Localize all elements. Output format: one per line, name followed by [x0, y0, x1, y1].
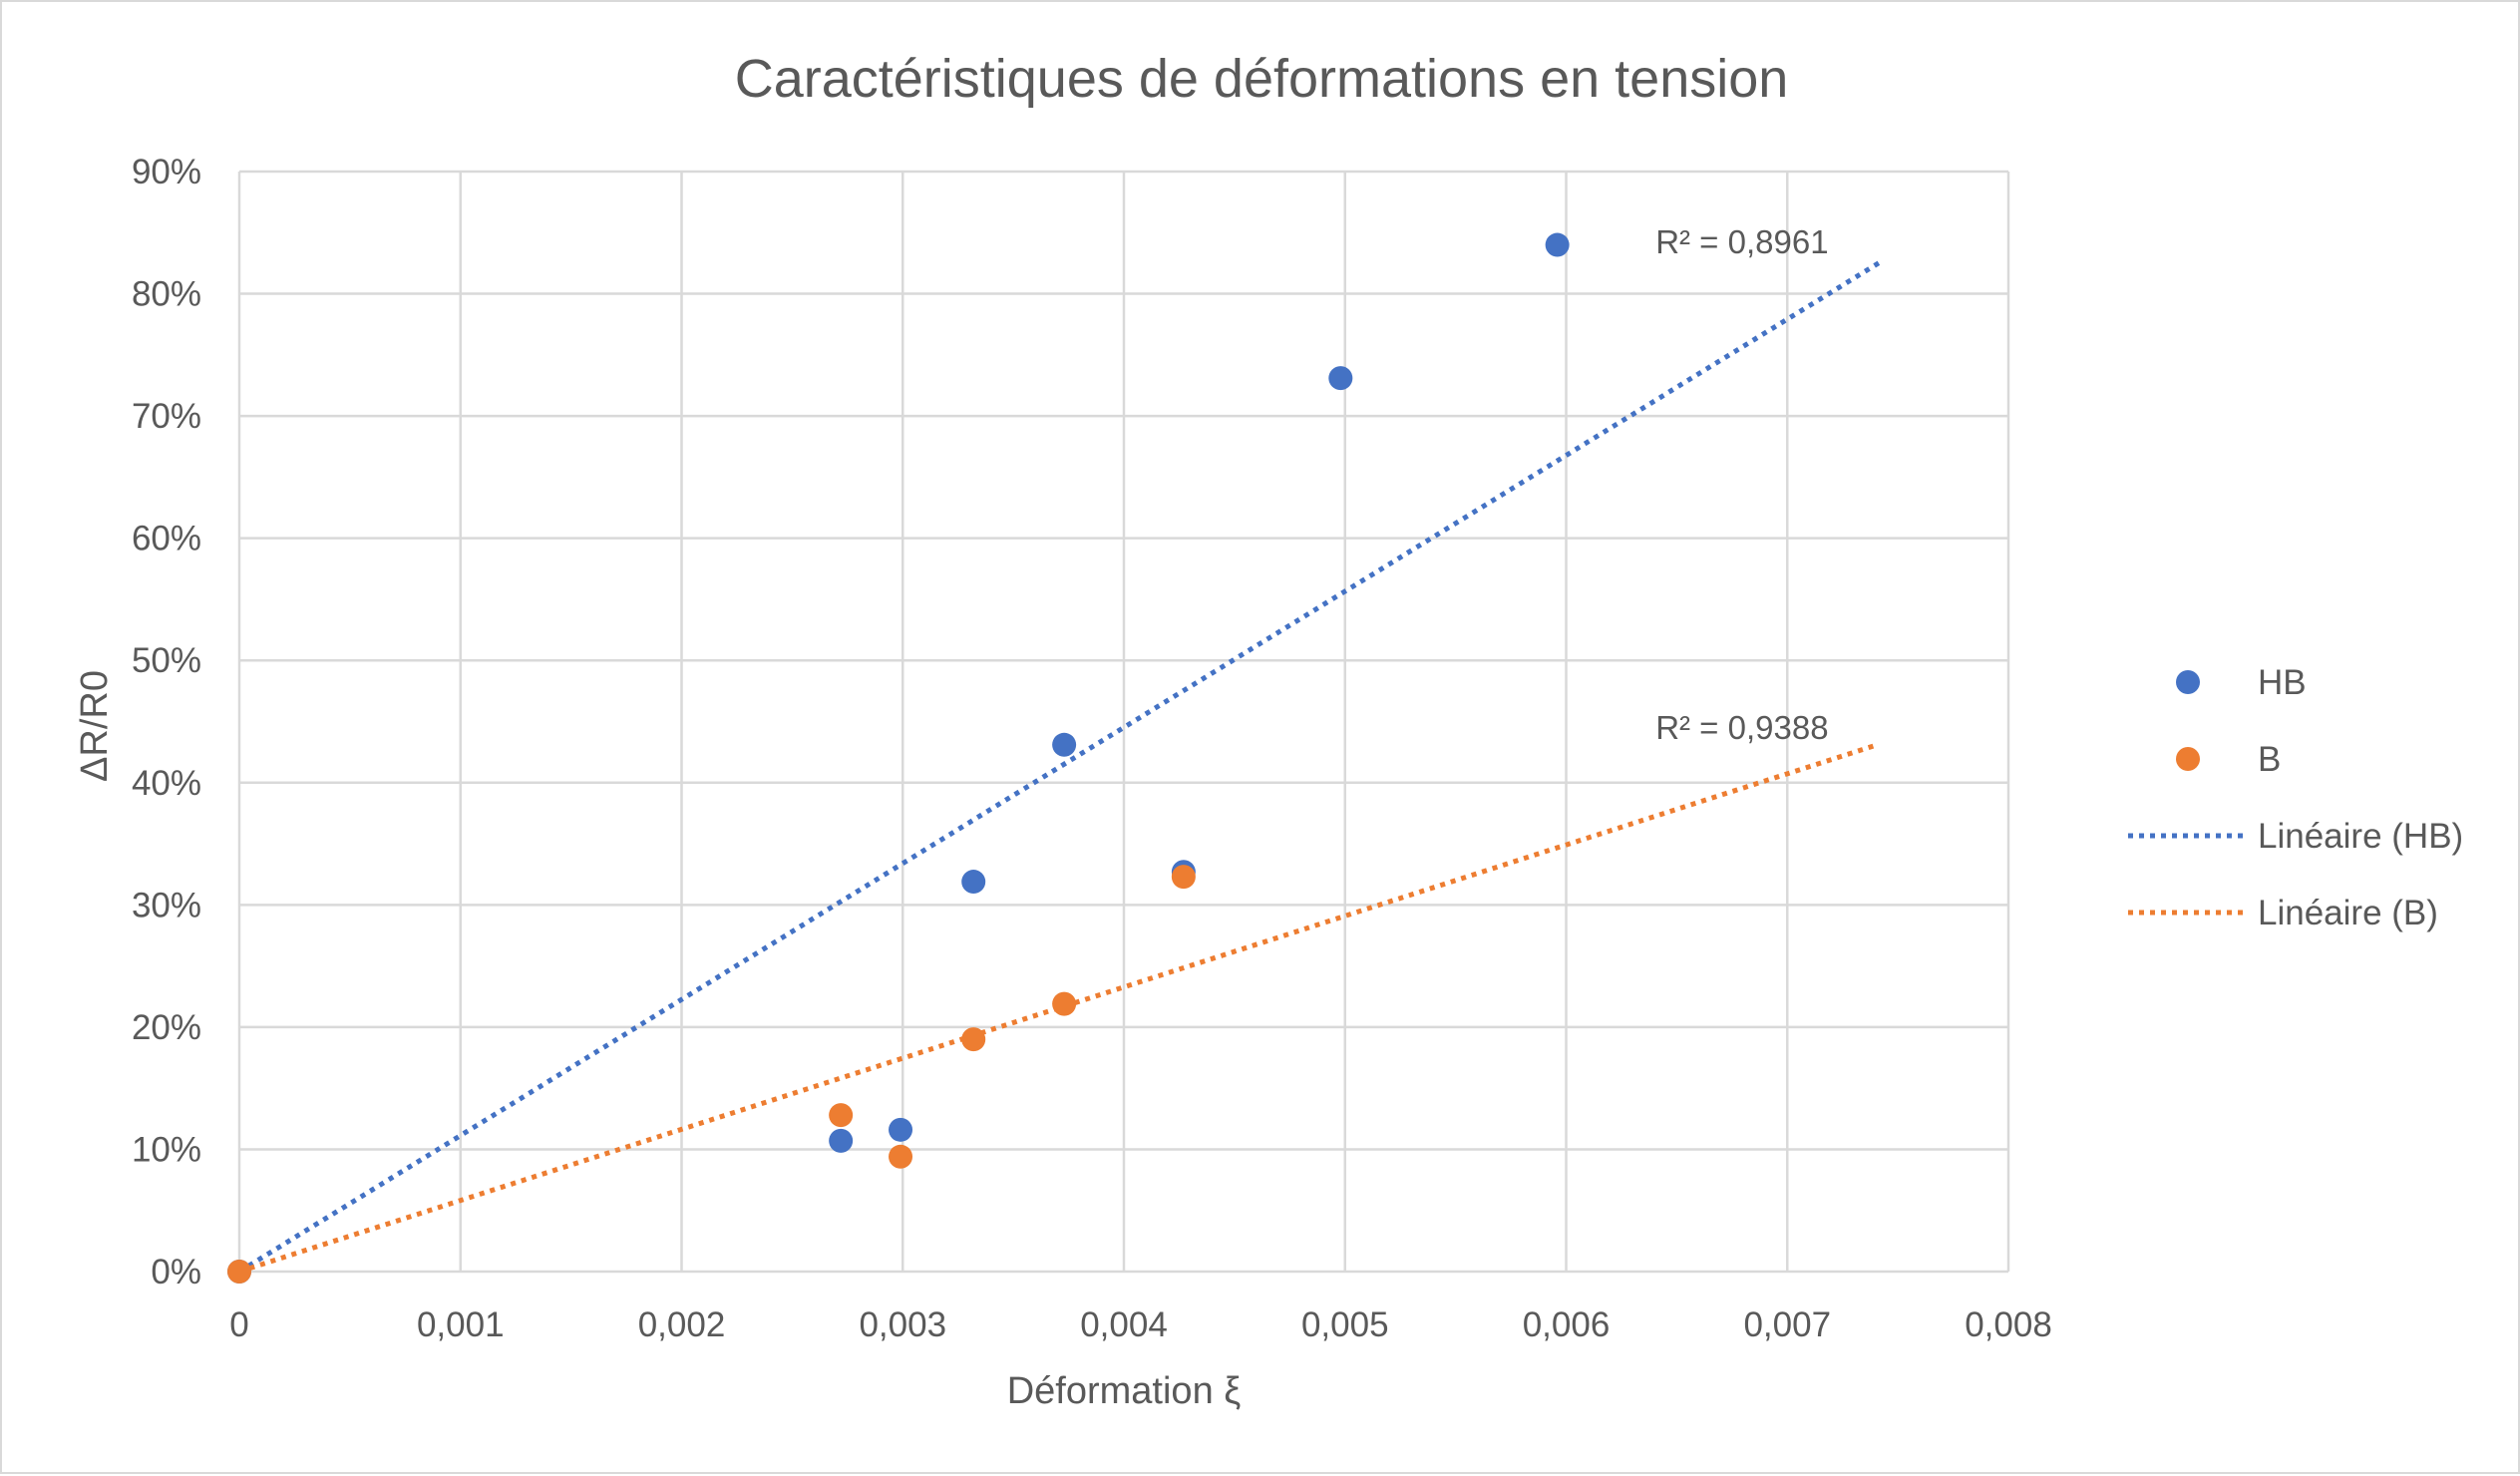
y-tick-label: 40% [132, 764, 201, 803]
r2-labels: R² = 0,8961 R² = 0,9388 [1655, 223, 1828, 746]
legend-label: HB [2258, 663, 2307, 702]
legend-label: B [2258, 740, 2281, 779]
legend-label: Linéaire (HB) [2258, 817, 2463, 856]
x-tick-label: 0 [229, 1305, 248, 1344]
x-tick-label: 0,006 [1523, 1305, 1611, 1344]
x-axis-title: Déformation ξ [1007, 1370, 1242, 1412]
point-hb-4 [1052, 732, 1077, 757]
point-hb-7 [1545, 232, 1570, 257]
y-tick-label: 50% [132, 641, 201, 680]
r2-label-b: R² = 0,9388 [1655, 709, 1828, 746]
x-axis-ticks: 0 0,001 0,002 0,003 0,004 0,005 0,006 0,007 0,00… [229, 1305, 2052, 1344]
point-b-5 [1171, 865, 1196, 890]
y-tick-label: 70% [132, 397, 201, 436]
y-tick-label: 0% [151, 1253, 201, 1292]
point-b-0 [227, 1260, 251, 1284]
x-tick-label: 0,008 [1965, 1305, 2052, 1344]
x-tick-label: 0,004 [1080, 1305, 1168, 1344]
legend-marker-hb [2176, 670, 2200, 694]
legend-marker-b [2176, 747, 2200, 771]
y-tick-label: 60% [132, 520, 201, 558]
y-tick-label: 10% [132, 1130, 201, 1169]
y-axis-title: ΔR/R0 [74, 670, 116, 782]
legend: HB B Linéaire (HB) Linéaire (B) [2128, 663, 2463, 932]
point-b-2 [889, 1144, 913, 1169]
x-tick-label: 0,002 [638, 1305, 726, 1344]
y-axis-ticks: 0% 10% 20% 30% 40% 50% 60% 70% 80% 90% [132, 153, 201, 1292]
point-hb-3 [961, 870, 986, 895]
point-b-4 [1052, 991, 1077, 1016]
trendline-hb [237, 258, 1884, 1275]
point-hb-1 [829, 1128, 854, 1153]
point-b-1 [829, 1103, 854, 1128]
r2-label-hb: R² = 0,8961 [1655, 223, 1828, 260]
point-b-3 [961, 1027, 986, 1052]
point-hb-6 [1328, 366, 1353, 391]
data-points [227, 232, 1570, 1284]
y-tick-label: 90% [132, 153, 201, 191]
grid [237, 170, 2010, 1274]
x-tick-label: 0,007 [1743, 1305, 1831, 1344]
y-tick-label: 80% [132, 275, 201, 314]
legend-label: Linéaire (B) [2258, 894, 2438, 932]
y-tick-label: 30% [132, 886, 201, 924]
x-tick-label: 0,003 [859, 1305, 946, 1344]
x-tick-label: 0,001 [417, 1305, 505, 1344]
y-tick-label: 20% [132, 1008, 201, 1047]
x-tick-label: 0,005 [1301, 1305, 1389, 1344]
chart-title: Caractéristiques de déformations en tens… [735, 49, 1789, 109]
point-hb-2 [889, 1117, 913, 1142]
trendlines [237, 258, 1884, 1275]
